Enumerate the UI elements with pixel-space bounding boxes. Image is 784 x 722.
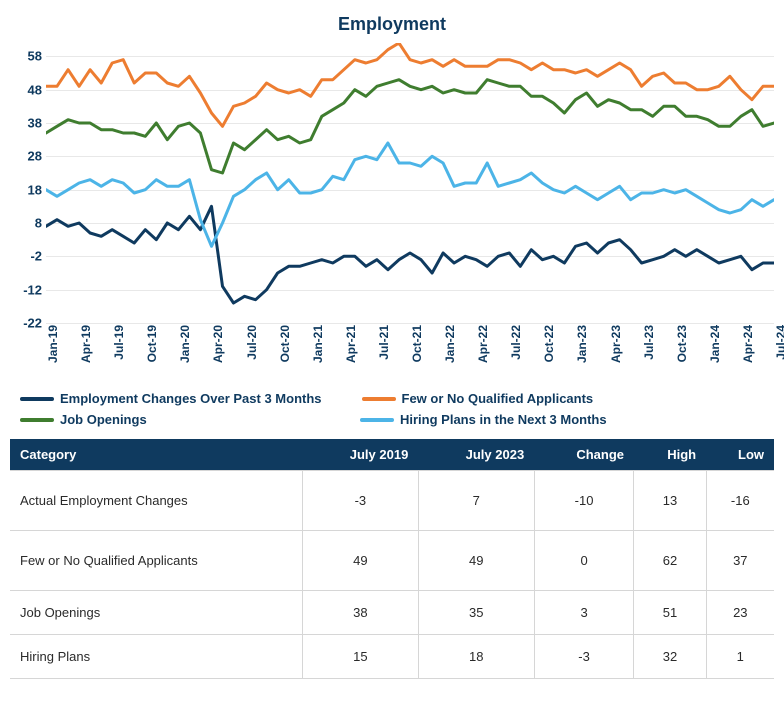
y-tick-label: 18 bbox=[28, 182, 42, 197]
x-tick-label: Apr-23 bbox=[609, 325, 623, 363]
y-tick-label: 58 bbox=[28, 49, 42, 64]
legend-label: Job Openings bbox=[60, 412, 147, 427]
x-tick-label: Jul-19 bbox=[112, 325, 126, 360]
table-cell: 13 bbox=[634, 471, 706, 531]
x-axis: Jan-19 Apr-19 Jul-19 Oct-19 Jan-20 Apr-20 Jul-… bbox=[46, 323, 774, 373]
plot-area: -22 -12 -2 8 18 28 38 48 58 Jan-19 Apr-19 Jul-19 Oc… bbox=[10, 43, 774, 373]
legend-swatch bbox=[20, 397, 54, 401]
table-cell: Actual Employment Changes bbox=[10, 471, 302, 531]
table-cell: 49 bbox=[418, 531, 534, 591]
series-line bbox=[46, 206, 774, 303]
table-row: Job Openings383535123 bbox=[10, 591, 774, 635]
table-cell: 15 bbox=[302, 635, 418, 679]
y-tick-label: -12 bbox=[23, 282, 42, 297]
x-tick-label: Apr-24 bbox=[741, 325, 755, 363]
table-row: Few or No Qualified Applicants494906237 bbox=[10, 531, 774, 591]
line-plot-svg bbox=[46, 43, 774, 323]
legend: Employment Changes Over Past 3 Months Fe… bbox=[20, 391, 774, 427]
table-header-cell: July 2023 bbox=[418, 439, 534, 471]
table-cell: 35 bbox=[418, 591, 534, 635]
legend-item-employment-changes: Employment Changes Over Past 3 Months bbox=[20, 391, 322, 406]
x-tick-label: Jan-22 bbox=[443, 325, 457, 363]
y-tick-label: -22 bbox=[23, 316, 42, 331]
x-tick-label: Jan-20 bbox=[178, 325, 192, 363]
legend-swatch bbox=[20, 418, 54, 422]
x-tick-label: Apr-20 bbox=[211, 325, 225, 363]
table-header-cell: Category bbox=[10, 439, 302, 471]
legend-item-job-openings: Job Openings bbox=[20, 412, 320, 427]
table-header-cell: Change bbox=[534, 439, 634, 471]
x-tick-label: Jan-24 bbox=[708, 325, 722, 363]
table-cell: 32 bbox=[634, 635, 706, 679]
legend-label: Few or No Qualified Applicants bbox=[402, 391, 594, 406]
table-row: Actual Employment Changes-37-1013-16 bbox=[10, 471, 774, 531]
legend-item-few-qualified: Few or No Qualified Applicants bbox=[362, 391, 662, 406]
series-line bbox=[46, 80, 774, 173]
table-cell: 62 bbox=[634, 531, 706, 591]
x-tick-label: Jan-19 bbox=[46, 325, 60, 363]
table-header-cell: High bbox=[634, 439, 706, 471]
x-tick-label: Jul-24 bbox=[774, 325, 784, 360]
table-cell: 7 bbox=[418, 471, 534, 531]
table-cell: 51 bbox=[634, 591, 706, 635]
table-cell: 23 bbox=[706, 591, 774, 635]
table-cell: -10 bbox=[534, 471, 634, 531]
x-tick-label: Apr-21 bbox=[344, 325, 358, 363]
y-tick-label: -2 bbox=[30, 249, 42, 264]
legend-swatch bbox=[362, 397, 396, 401]
table-cell: 38 bbox=[302, 591, 418, 635]
y-tick-label: 38 bbox=[28, 116, 42, 131]
table-cell: 18 bbox=[418, 635, 534, 679]
x-tick-label: Oct-23 bbox=[675, 325, 689, 362]
table-cell: -3 bbox=[534, 635, 634, 679]
table-cell: -16 bbox=[706, 471, 774, 531]
legend-item-hiring-plans: Hiring Plans in the Next 3 Months bbox=[360, 412, 660, 427]
table-cell: Few or No Qualified Applicants bbox=[10, 531, 302, 591]
table-row: Hiring Plans1518-3321 bbox=[10, 635, 774, 679]
employment-chart: Employment -22 -12 -2 8 18 28 38 48 58 Jan-19 Apr… bbox=[10, 14, 774, 373]
x-tick-label: Jul-22 bbox=[509, 325, 523, 360]
table-header-cell: July 2019 bbox=[302, 439, 418, 471]
legend-swatch bbox=[360, 418, 394, 422]
table-cell: 49 bbox=[302, 531, 418, 591]
x-tick-label: Apr-19 bbox=[79, 325, 93, 363]
table-header-row: CategoryJuly 2019July 2023ChangeHighLow bbox=[10, 439, 774, 471]
table-cell: 1 bbox=[706, 635, 774, 679]
y-tick-label: 28 bbox=[28, 149, 42, 164]
y-axis: -22-12-281828384858 bbox=[10, 43, 46, 323]
x-tick-label: Oct-20 bbox=[278, 325, 292, 362]
employment-table: CategoryJuly 2019July 2023ChangeHighLow … bbox=[10, 439, 774, 679]
x-tick-label: Jul-21 bbox=[377, 325, 391, 360]
y-tick-label: 8 bbox=[35, 216, 42, 231]
table-cell: 0 bbox=[534, 531, 634, 591]
table-cell: -3 bbox=[302, 471, 418, 531]
table-cell: Hiring Plans bbox=[10, 635, 302, 679]
table-cell: 3 bbox=[534, 591, 634, 635]
x-tick-label: Jan-21 bbox=[311, 325, 325, 363]
x-tick-label: Jan-23 bbox=[575, 325, 589, 363]
x-tick-label: Oct-19 bbox=[145, 325, 159, 362]
x-tick-label: Jul-20 bbox=[245, 325, 259, 360]
legend-label: Hiring Plans in the Next 3 Months bbox=[400, 412, 607, 427]
legend-label: Employment Changes Over Past 3 Months bbox=[60, 391, 322, 406]
x-tick-label: Oct-22 bbox=[542, 325, 556, 362]
x-tick-label: Oct-21 bbox=[410, 325, 424, 362]
series-line bbox=[46, 143, 774, 246]
y-tick-label: 48 bbox=[28, 82, 42, 97]
chart-title: Employment bbox=[10, 14, 774, 35]
x-tick-label: Apr-22 bbox=[476, 325, 490, 363]
table-header-cell: Low bbox=[706, 439, 774, 471]
table-body: Actual Employment Changes-37-1013-16Few … bbox=[10, 471, 774, 679]
table-cell: Job Openings bbox=[10, 591, 302, 635]
x-tick-label: Jul-23 bbox=[642, 325, 656, 360]
table-cell: 37 bbox=[706, 531, 774, 591]
